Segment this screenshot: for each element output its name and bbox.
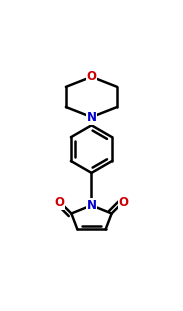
Text: N: N [87, 199, 96, 212]
Text: N: N [87, 111, 96, 123]
Text: O: O [119, 196, 128, 209]
Text: O: O [55, 196, 64, 209]
Text: O: O [87, 70, 96, 83]
